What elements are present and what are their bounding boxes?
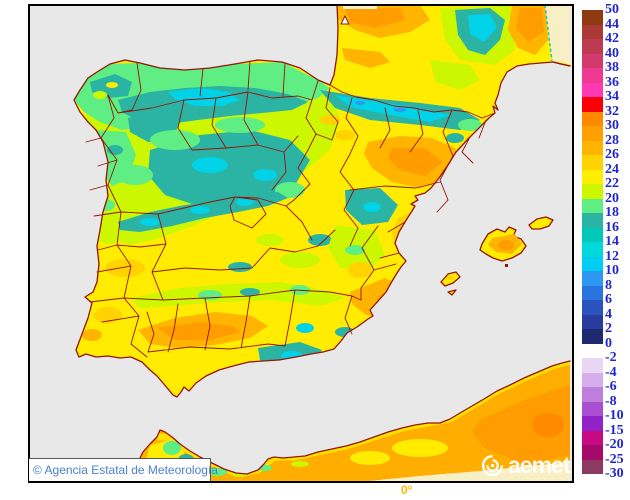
colorbar-swatch [582, 387, 603, 402]
nodata-region-ne [545, 6, 570, 64]
colorbar-swatch [582, 53, 603, 68]
iberia-temperature-map [30, 6, 572, 481]
data-boundary-dashed-line [544, 6, 553, 62]
pyrenees-border [329, 84, 496, 119]
station-marker-icon [340, 14, 350, 25]
colorbar-label: -4 [605, 364, 617, 380]
colorbar-label: 4 [605, 306, 612, 322]
colorbar-swatch [582, 227, 603, 242]
colorbar-label: 2 [605, 321, 612, 336]
nodata-region-bottom [370, 462, 570, 481]
colorbar-swatch [582, 256, 603, 271]
coastline [73, 6, 571, 398]
colorbar-swatch [582, 271, 603, 286]
colorbar-label: -6 [605, 379, 617, 394]
colorbar-label: -8 [605, 393, 617, 409]
colorbar-swatch [582, 314, 603, 329]
colorbar-swatch [582, 82, 603, 97]
longitude-label: 0° [401, 483, 413, 497]
africa-coastline [132, 360, 571, 481]
landmass-africa [132, 360, 571, 481]
copyright-text: © Agencia Estatal de Meteorología [33, 463, 218, 477]
aemet-logo: aemet [480, 450, 574, 480]
colorbar-label: -25 [605, 451, 624, 467]
colorbar-label: 50 [605, 2, 619, 17]
colorbar-swatch [582, 372, 603, 387]
colorbar-label: -20 [605, 437, 624, 452]
colorbar-swatch [582, 155, 603, 170]
colorbar-label: 40 [605, 45, 619, 61]
colorbar-swatch [582, 445, 603, 460]
colorbar-swatch [582, 459, 603, 474]
colorbar-swatch [582, 358, 603, 373]
colorbar-label: 0 [605, 335, 612, 351]
colorbar-label: 32 [605, 103, 619, 119]
colorbar-swatch [582, 213, 603, 228]
colorbar-label: -30 [605, 466, 624, 481]
colorbar-label: 28 [605, 132, 619, 148]
french-coast-nodata [552, 61, 571, 67]
colorbar-label: 26 [605, 147, 619, 162]
colorbar-label: -2 [605, 350, 617, 365]
landmass-iberia-france [73, 6, 571, 398]
colorbar-swatch [582, 300, 603, 315]
colorbar-label: 38 [605, 60, 619, 75]
colorbar-label: 16 [605, 219, 619, 235]
colorbar-swatch [582, 285, 603, 300]
colorbar-label: 18 [605, 205, 619, 220]
colorbar-label: 22 [605, 176, 619, 191]
colorbar-swatch [582, 140, 603, 155]
colorbar-swatch [582, 39, 603, 54]
colorbar-label: -15 [605, 422, 624, 438]
province-borders [85, 60, 487, 358]
colorbar-swatch [582, 169, 603, 184]
island-menorca [528, 216, 554, 230]
colorbar-label: 36 [605, 74, 619, 90]
map-canvas [28, 4, 574, 483]
colorbar-label: 14 [605, 234, 619, 249]
colorbar-swatch [582, 401, 603, 416]
colorbar-label: 12 [605, 248, 619, 264]
colorbar-swatch [582, 416, 603, 431]
copyright-label: © Agencia Estatal de Meteorología [29, 458, 218, 481]
colorbar-label: 30 [605, 118, 619, 133]
colorbar-swatch [582, 430, 603, 445]
colorbar-swatch [582, 184, 603, 199]
colorbar-label: 24 [605, 161, 619, 177]
colorbar-label: 6 [605, 292, 612, 307]
colorbar-swatch [582, 111, 603, 126]
nodata-region-top [343, 6, 377, 9]
colorbar-label: 34 [605, 89, 619, 104]
aemet-logo-text: aemet [508, 452, 570, 478]
colorbar-swatch [582, 97, 603, 112]
colorbar-swatch [582, 126, 603, 141]
aemet-swirl-icon [481, 454, 504, 476]
colorbar-swatch [582, 329, 603, 344]
colorbar-label: -10 [605, 408, 624, 423]
colorbar-label: 44 [605, 16, 619, 32]
colorbar-swatch [582, 68, 603, 83]
colorbar-swatch [582, 198, 603, 213]
colorbar-swatch [582, 24, 603, 39]
island-formentera [447, 289, 457, 296]
island-cabrera [505, 264, 508, 267]
colorbar-label: 42 [605, 31, 619, 46]
colorbar-label: 20 [605, 190, 619, 206]
colorbar-swatch [582, 10, 603, 25]
colorbar-swatch [582, 242, 603, 257]
colorbar-label: 8 [605, 277, 612, 293]
colorbar-label: 10 [605, 263, 619, 278]
